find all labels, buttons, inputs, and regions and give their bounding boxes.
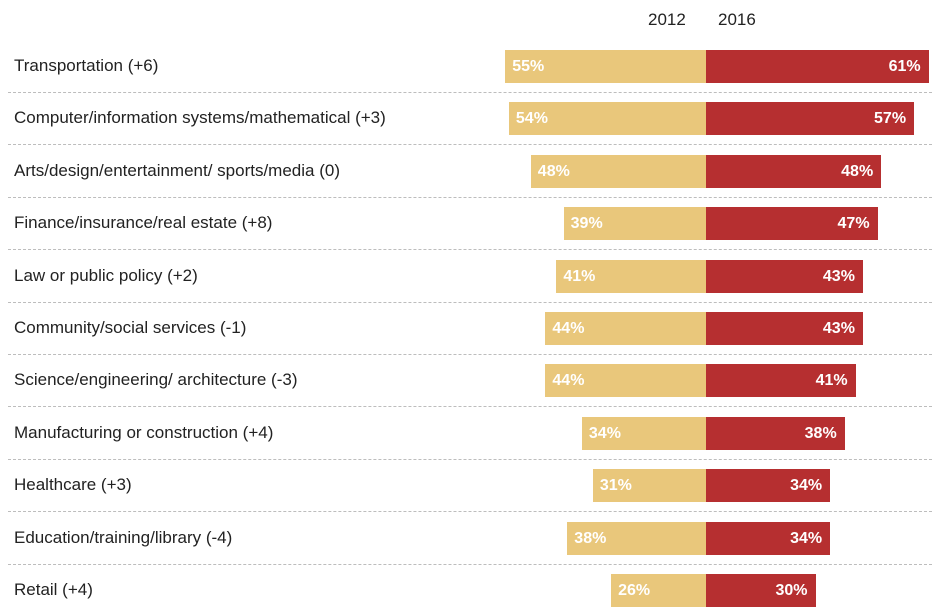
bar-2016: 34%: [706, 469, 831, 503]
data-label-2012: 34%: [588, 424, 621, 442]
data-label-2016: 48%: [841, 162, 874, 180]
data-label-2016: 43%: [822, 320, 855, 337]
bar-2012: 44%: [545, 312, 706, 345]
bar-2016: 57%: [706, 102, 915, 136]
data-label-2016: 43%: [822, 267, 855, 285]
category-label: Retail (+4): [14, 580, 93, 599]
category-label: Science/engineering/ architecture (-3): [14, 370, 298, 390]
category-label: Manufacturing or construction (+4): [14, 422, 274, 442]
row-divider: [8, 196, 932, 198]
data-label-2016: 57%: [874, 110, 907, 128]
data-label-2012: 41%: [563, 267, 596, 285]
diverging-bar-chart: 2012 2016 Transportation (+6) 55% 61% Compu…: [8, 10, 932, 607]
data-label-2012: 44%: [552, 372, 585, 390]
category-label: Transportation (+6): [14, 56, 159, 75]
data-label-2016: 41%: [815, 372, 848, 390]
row-divider: [8, 511, 932, 513]
row-divider: [8, 354, 932, 355]
data-label-2012: 48%: [537, 162, 570, 180]
data-label-2012: 38%: [574, 529, 607, 547]
bar-2016: 61%: [706, 50, 929, 83]
bar-2012: 41%: [556, 259, 706, 293]
data-label-2016: 61%: [888, 58, 921, 75]
data-label-2012: 55%: [512, 58, 545, 75]
row-divider: [8, 144, 932, 146]
bar-2016: 43%: [706, 259, 863, 293]
bar-2016: 48%: [706, 154, 882, 188]
data-label-2012: 39%: [570, 215, 603, 233]
data-label-2016: 30%: [775, 582, 808, 599]
bar-2012: 39%: [563, 207, 706, 241]
row-divider: [8, 458, 932, 460]
series-header-2012: 2012: [648, 10, 686, 29]
bar-2012: 34%: [581, 416, 706, 450]
category-label: Education/training/library (-4): [14, 527, 233, 547]
category-label: Finance/insurance/real estate (+8): [14, 213, 273, 233]
data-label-2016: 38%: [804, 424, 837, 442]
data-label-2012: 44%: [552, 320, 585, 337]
bar-2012: 44%: [545, 364, 706, 398]
bar-2016: 41%: [706, 364, 856, 398]
bar-2016: 47%: [706, 207, 878, 241]
bar-2016: 30%: [706, 574, 816, 607]
data-label-2016: 34%: [790, 529, 823, 547]
category-label: Healthcare (+3): [14, 475, 132, 495]
category-label: Community/social services (-1): [14, 318, 247, 337]
bar-2016: 43%: [706, 312, 863, 345]
row-divider: [8, 406, 932, 408]
row-divider: [8, 92, 932, 93]
bar-2012: 26%: [611, 574, 706, 607]
data-label-2012: 26%: [618, 582, 651, 599]
data-label-2016: 47%: [837, 215, 870, 233]
row-divider: [8, 563, 932, 565]
bar-2016: 38%: [706, 416, 845, 450]
bar-2012: 48%: [530, 154, 706, 188]
bar-2016: 34%: [706, 521, 831, 555]
data-label-2012: 31%: [599, 477, 632, 495]
bar-2012: 54%: [508, 102, 706, 136]
row-divider: [8, 249, 932, 251]
series-header-2016: 2016: [718, 10, 756, 29]
bar-2012: 31%: [592, 469, 706, 503]
bar-2012: 55%: [505, 50, 706, 83]
category-label: Law or public policy (+2): [14, 265, 198, 285]
data-label-2016: 34%: [790, 477, 823, 495]
category-label: Arts/design/entertainment/ sports/media …: [14, 160, 340, 180]
category-label: Computer/information systems/mathematica…: [14, 108, 386, 128]
row-divider: [8, 301, 932, 303]
bar-2012: 38%: [567, 521, 706, 555]
data-label-2012: 54%: [515, 110, 548, 128]
